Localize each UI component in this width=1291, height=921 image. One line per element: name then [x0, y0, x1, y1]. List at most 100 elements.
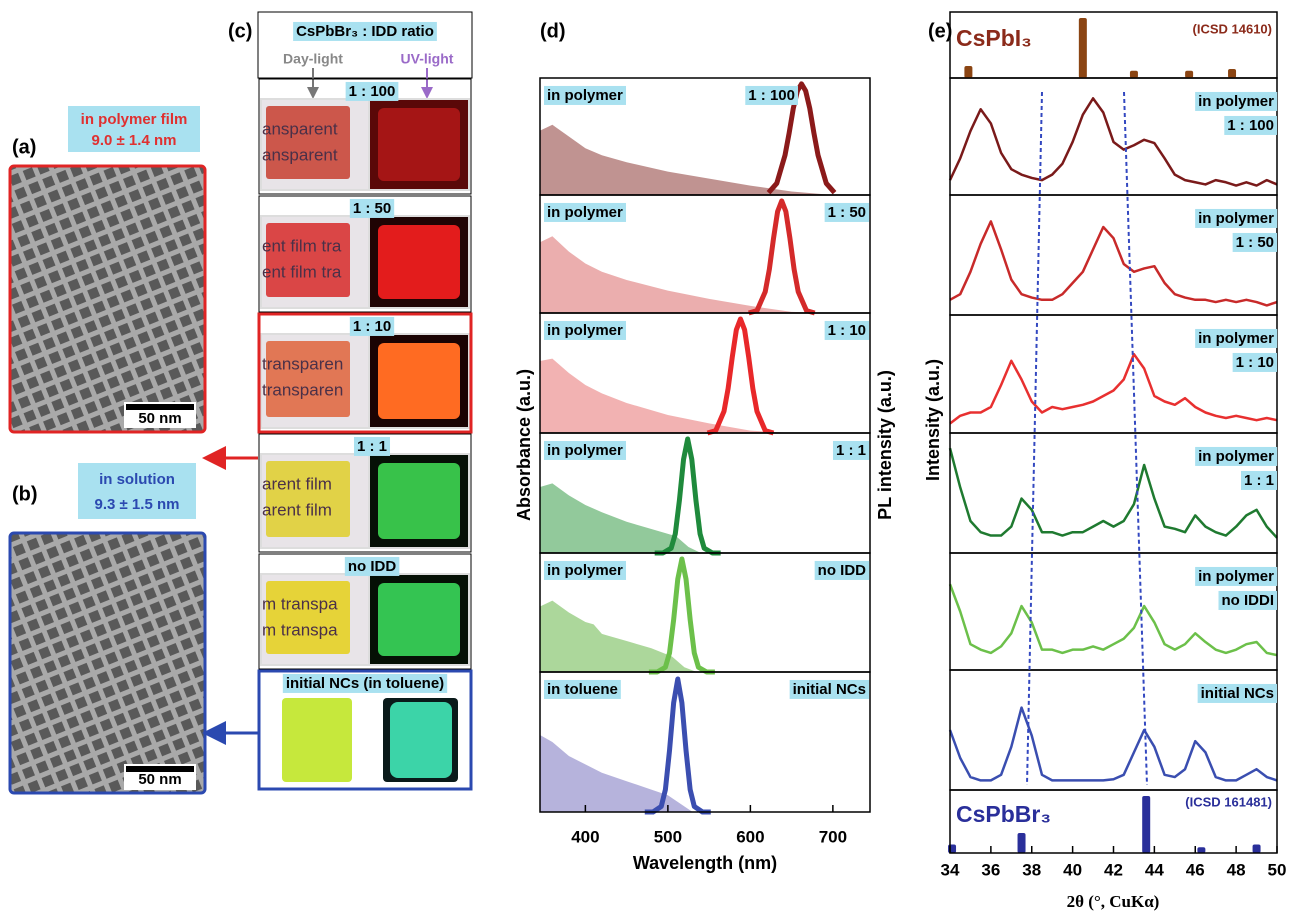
uv-sample [378, 463, 460, 539]
panel-note: no IDDI [1222, 592, 1275, 609]
photo-text: ent film tra [262, 236, 342, 255]
panel-note: initial NCs [793, 681, 866, 698]
panel-note: 1 : 10 [828, 322, 866, 339]
reference-bar [1017, 833, 1026, 853]
panel-note: in polymer [547, 322, 623, 339]
caption-box [78, 463, 196, 519]
panel-note: in polymer [547, 442, 623, 459]
panel-label: (e) [928, 20, 952, 42]
panel-note: 1 : 10 [1236, 354, 1274, 371]
header: CsPbBr₃ : IDD ratio [296, 23, 434, 40]
panel-note: in polymer [1198, 330, 1274, 347]
pl-line [766, 81, 837, 195]
ratio-label: no IDD [348, 558, 396, 575]
photo-text: arent film [262, 474, 332, 493]
reference-bar [1197, 847, 1206, 853]
uv-label: UV-light [401, 51, 454, 67]
tem-image [8, 164, 207, 434]
x-tick-label: 38 [1022, 860, 1041, 879]
panel-note: 1 : 50 [1236, 234, 1274, 251]
uv-sample [378, 343, 460, 419]
x-tick-label: 500 [654, 827, 682, 846]
absorbance-area [540, 600, 697, 672]
reference-name: CsPbBr₃ [956, 801, 1051, 827]
pl-line [706, 316, 775, 436]
scale-label: 50 nm [138, 771, 181, 788]
pl-line [648, 556, 715, 675]
panel-note: 1 : 100 [1227, 117, 1274, 134]
x-axis-title: 2θ (°, CuKα) [1067, 892, 1160, 911]
label-box [1218, 590, 1277, 610]
sample [266, 581, 350, 654]
absorbance-area [540, 236, 833, 313]
photo-text: arent film [262, 500, 332, 519]
reference-name: CsPbI₃ [956, 25, 1032, 51]
photo-row [257, 312, 473, 434]
x-tick-label: 48 [1227, 860, 1246, 879]
x-tick-label: 50 [1268, 860, 1287, 879]
label-box [789, 679, 869, 699]
label-box [1195, 566, 1278, 586]
label-box [344, 556, 400, 576]
label-box [1224, 115, 1277, 135]
panel-note: 1 : 1 [1244, 472, 1274, 489]
panel-note: initial NCs [1201, 685, 1274, 702]
panel-note: in polymer [1198, 210, 1274, 227]
vial [282, 698, 352, 782]
panel-label: (d) [540, 20, 566, 42]
x-tick-label: 42 [1104, 860, 1123, 879]
label-box [544, 440, 627, 460]
panel-note: in polymer [547, 204, 623, 221]
pl-line [654, 436, 721, 556]
xrd-line [948, 583, 1278, 657]
x-tick-label: 700 [819, 827, 847, 846]
panel-note: in polymer [547, 87, 623, 104]
xrd-line [948, 447, 1278, 539]
photo-row [257, 669, 473, 791]
panel-note: no IDD [818, 562, 866, 579]
label-box [282, 673, 448, 693]
xrd-line [948, 97, 1278, 187]
y-axis-title: Absorbance (a.u.) [514, 369, 534, 521]
reference-bar [1185, 70, 1194, 78]
xrd-line [949, 220, 1278, 307]
x-tick-label: 36 [981, 860, 1000, 879]
absorbance-area [540, 735, 693, 812]
reference-source: (ICSD 161481) [1185, 794, 1272, 809]
label-box [814, 560, 870, 580]
sample [266, 461, 350, 537]
ratio-label: 1 : 10 [353, 318, 391, 335]
uv-sample [378, 225, 460, 299]
absorbance-area [540, 124, 833, 195]
label-box [544, 85, 627, 105]
photo-text: transparen [262, 354, 343, 373]
reference-bar [1129, 70, 1138, 78]
caption-box [68, 106, 200, 152]
subpanel-frame [949, 11, 1278, 79]
ratio-label: 1 : 100 [349, 83, 396, 100]
reference-bar [1228, 69, 1237, 78]
panel-note: in toluene [547, 681, 618, 698]
caption: 9.3 ± 1.5 nm [95, 496, 180, 513]
sample [266, 223, 350, 297]
x-tick-label: 34 [941, 860, 960, 879]
absorbance-area [540, 358, 833, 433]
photo-text: transparen transparen [262, 354, 343, 399]
label-box [349, 316, 395, 336]
label-box [832, 440, 869, 460]
xrd-line [948, 706, 1278, 782]
scale-bar [126, 404, 194, 410]
label-box [1240, 470, 1277, 490]
photo-row [258, 78, 472, 195]
panel-label: (a) [12, 136, 36, 158]
x-tick-label: 40 [1063, 860, 1082, 879]
photo-text: ansparent [262, 119, 338, 138]
x-tick-label: 46 [1186, 860, 1205, 879]
label-box [353, 436, 391, 456]
uv-sample [378, 108, 460, 181]
reference-bar [1078, 18, 1087, 78]
day-label: Day-light [283, 51, 343, 67]
label-box [745, 85, 798, 105]
reference-bar [964, 66, 973, 78]
